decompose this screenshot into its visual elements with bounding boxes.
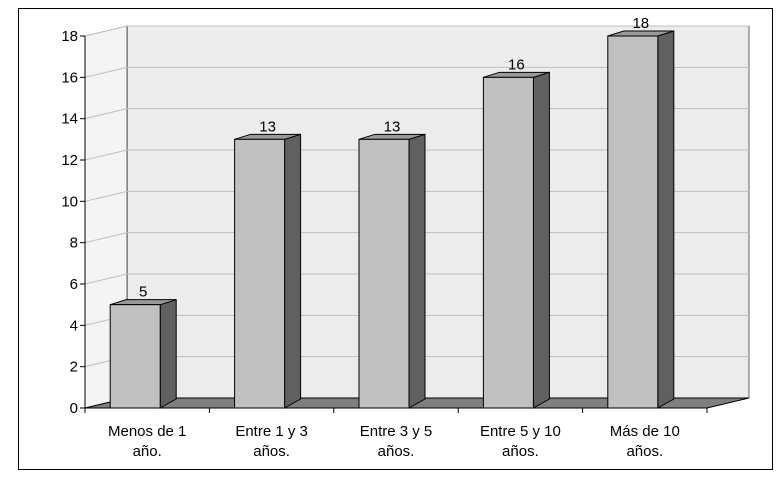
gridline-diagonal [84,190,128,202]
bar-front [234,138,286,409]
bar-front [482,76,534,409]
x-tick-label: Más de 10 años. [610,423,680,460]
y-tick-label: 14 [61,111,78,128]
bar [109,298,177,409]
bars [109,30,675,409]
gridline-diagonal [84,149,128,161]
x-tick-label: Entre 3 y 5 años. [360,423,433,460]
bar-front [109,304,161,409]
bar [234,133,302,409]
gridline-diagonal [84,273,128,285]
bar [358,133,426,409]
bar [482,71,550,409]
data-label: 18 [632,15,649,32]
gridline-diagonal [84,232,128,244]
data-label: 5 [139,284,147,301]
bar-side [159,298,177,409]
bar-side [284,133,302,409]
x-tick-label: Entre 5 y 10 años. [480,423,561,460]
x-tick-label: Menos de 1 año. [108,423,186,460]
x-tick-label: Entre 1 y 3 años. [235,423,308,460]
bar-front [358,138,410,409]
data-label: 13 [259,118,276,135]
data-label: 13 [384,118,401,135]
data-labels: 5 13 13 16 18 [139,15,649,301]
axes: 0 2 4 6 8 10 12 14 16 18 Menos de 1 año. Entre 1 y 3… [61,28,708,460]
bar-side [657,30,675,409]
y-tick-label: 10 [61,193,78,210]
gridline-diagonal [84,66,128,78]
y-tick-label: 0 [70,400,78,417]
y-tick-label: 4 [70,317,78,334]
y-tick-label: 16 [61,69,78,86]
y-tick-label: 8 [70,235,78,252]
gridline-diagonal [84,108,128,120]
y-tick-label: 12 [61,152,78,169]
bar-side [532,71,550,409]
bar-front [607,35,659,409]
bar-side [408,133,426,409]
gridline-diagonal [84,25,128,37]
y-tick-label: 6 [70,276,78,293]
y-tick-label: 18 [61,28,78,45]
y-tick-label: 2 [70,359,78,376]
bar [607,30,675,409]
data-label: 16 [508,56,525,73]
